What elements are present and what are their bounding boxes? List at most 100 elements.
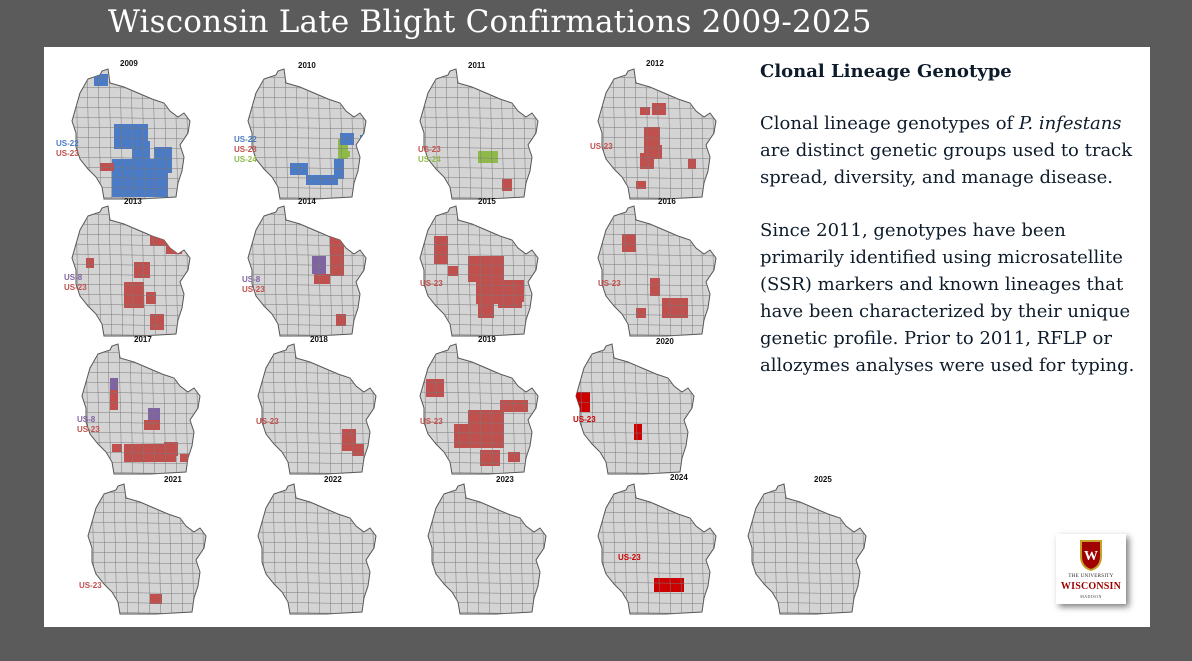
wisconsin-map [71,205,191,337]
confirmed-county [110,390,118,410]
state-outline [257,483,377,615]
county-border [420,213,538,217]
county-border [748,561,866,565]
legend-entry: US-23 [56,149,79,158]
county-border [72,273,190,277]
county-border [598,303,716,307]
county-border [645,484,650,614]
county-border [420,156,538,160]
county-border [258,441,376,445]
county-border [306,69,311,199]
county-border [82,401,200,405]
confirmed-county [514,404,528,412]
county-border [748,541,866,545]
map-year-label: 2009 [120,59,138,68]
county-border [420,136,538,140]
wisconsin-map [419,343,539,475]
confirmed-county [360,135,366,159]
wisconsin-map [257,343,377,475]
county-map-2015 [406,202,576,342]
county-border [88,551,206,555]
wisconsin-map [419,205,539,337]
genotype-legend: US-22 US-23 [56,139,79,159]
county-border [428,551,546,555]
county-border [248,283,366,287]
map-year-label: 2012 [646,59,664,68]
confirmed-county [334,159,344,179]
county-border [72,136,190,140]
confirmed-county [640,153,654,169]
county-border [119,69,124,199]
county-border [248,116,366,120]
county-border [88,571,206,575]
county-border [656,484,661,614]
legend-entry: US-23 [77,425,100,434]
county-border [201,484,206,614]
county-border [185,206,190,336]
legend-entry: US-8 [64,273,83,282]
county-border [475,484,480,614]
confirmed-county [180,454,192,462]
genotype-legend: US-23 [79,581,102,591]
county-border [598,541,716,545]
county-border [420,166,538,170]
county-border [108,69,113,199]
county-border [72,253,190,257]
county-border [428,571,546,575]
county-border [294,484,299,614]
county-border [598,146,716,150]
county-border [284,69,289,199]
confirmed-county [338,139,348,159]
genotype-legend: US-8 US-23 [242,275,265,295]
county-border [576,431,694,435]
county-border [748,581,866,585]
county-border [82,391,200,395]
county-border [130,206,135,336]
wisconsin-map [419,68,539,200]
genotype-legend: US-8 US-23 [77,415,100,435]
county-border [371,344,376,474]
genotype-description: Clonal Lineage Genotype Clonal lineage g… [760,61,1145,405]
county-border [316,344,321,474]
genotype-legend: US-23 [598,279,621,289]
page-title: Wisconsin Late Blight Confirmations 2009… [108,4,872,40]
logo-line2: WISCONSIN [1060,581,1122,592]
state-outline [575,343,695,475]
county-border [598,273,716,277]
wisconsin-map [597,483,717,615]
county-border [748,551,866,555]
confirmed-county [636,181,646,189]
map-grid: 2009 US-22 US-23 2010 US-22 US-23 US-24 2011 US-… [44,47,867,627]
county-border [420,273,538,277]
genotype-legend: US-23 [420,417,443,427]
county-border [108,206,113,336]
county-border [124,484,129,614]
county-border [248,146,366,150]
county-border [598,116,716,120]
county-border [88,531,206,535]
confirmed-county [166,236,182,254]
legend-entry: US-23 [420,279,443,288]
wisconsin-map [575,343,695,475]
county-border [598,581,716,585]
wisconsin-map [257,483,377,615]
county-border [420,431,538,435]
legend-entry: US-8 [242,275,261,284]
county-border [428,531,546,535]
county-border [135,484,140,614]
county-map-2014 [234,202,404,342]
state-outline [597,205,717,337]
logo-line3: MADISON [1080,594,1102,599]
county-border [861,484,866,614]
map-year-label: 2015 [478,197,496,206]
wisconsin-map [597,205,717,337]
legend-entry: US-8 [77,415,96,424]
confirmed-county [518,400,528,406]
county-border [72,263,190,267]
state-outline [419,68,539,200]
confirmed-county [426,379,444,397]
confirmed-county [144,420,160,430]
paragraph-text: are distinct genetic groups used to trac… [760,140,1133,188]
county-border [258,421,376,425]
county-border [422,622,552,624]
